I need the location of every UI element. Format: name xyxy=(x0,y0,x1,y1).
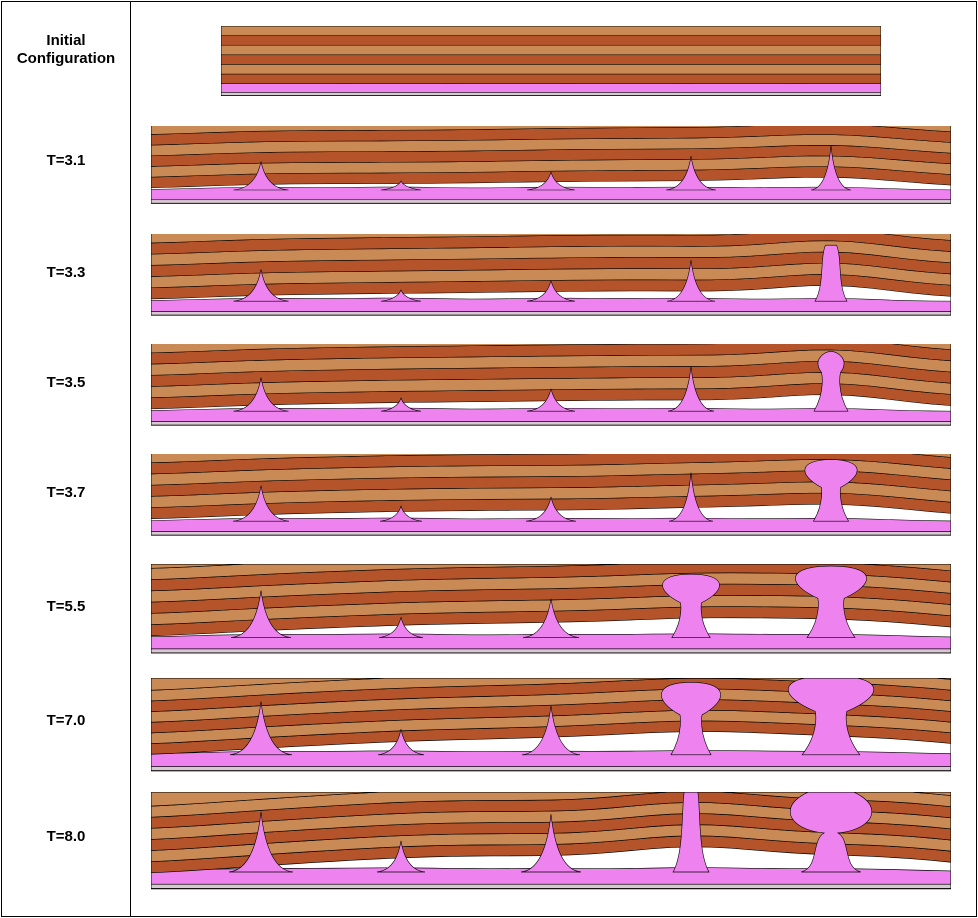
cross-section-panel xyxy=(151,454,951,538)
row-label: InitialConfiguration xyxy=(2,32,130,68)
row-label: T=3.3 xyxy=(2,264,130,282)
cross-section-panel xyxy=(151,234,951,318)
cross-section-panel xyxy=(151,678,951,774)
row-label: T=3.7 xyxy=(2,484,130,502)
cross-section-panel xyxy=(151,564,951,656)
figure-frame: InitialConfiguration T=3.1 T=3.3 T=3.5 T=3.7… xyxy=(1,1,977,917)
row-label: T=3.5 xyxy=(2,374,130,392)
row-label: T=8.0 xyxy=(2,828,130,846)
row-label: T=3.1 xyxy=(2,152,130,170)
row-label: T=5.5 xyxy=(2,598,130,616)
cross-section-panel xyxy=(221,26,881,98)
label-column xyxy=(2,2,131,916)
cross-section-panel xyxy=(151,344,951,428)
cross-section-panel xyxy=(151,792,951,892)
row-label: T=7.0 xyxy=(2,712,130,730)
panels-area xyxy=(131,2,976,916)
cross-section-panel xyxy=(151,126,951,206)
